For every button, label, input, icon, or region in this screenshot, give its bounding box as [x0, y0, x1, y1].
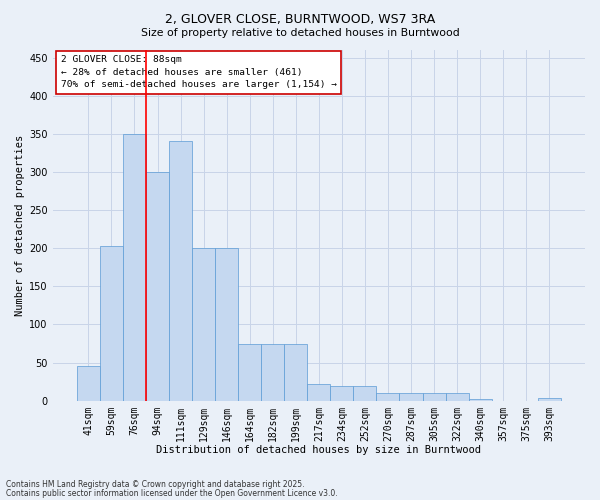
- Bar: [422, 393, 446, 400]
- X-axis label: Distribution of detached houses by size in Burntwood: Distribution of detached houses by size …: [157, 445, 481, 455]
- Bar: [123, 134, 146, 400]
- Y-axis label: Number of detached properties: Number of detached properties: [15, 134, 25, 316]
- Bar: [331, 386, 353, 400]
- Bar: [169, 142, 192, 400]
- Text: 2 GLOVER CLOSE: 88sqm
← 28% of detached houses are smaller (461)
70% of semi-det: 2 GLOVER CLOSE: 88sqm ← 28% of detached …: [61, 56, 337, 90]
- Bar: [284, 344, 307, 400]
- Bar: [400, 393, 422, 400]
- Bar: [446, 393, 469, 400]
- Text: Contains public sector information licensed under the Open Government Licence v3: Contains public sector information licen…: [6, 488, 338, 498]
- Bar: [261, 344, 284, 400]
- Text: 2, GLOVER CLOSE, BURNTWOOD, WS7 3RA: 2, GLOVER CLOSE, BURNTWOOD, WS7 3RA: [165, 12, 435, 26]
- Bar: [238, 344, 261, 400]
- Bar: [215, 248, 238, 400]
- Bar: [538, 398, 561, 400]
- Text: Size of property relative to detached houses in Burntwood: Size of property relative to detached ho…: [140, 28, 460, 38]
- Bar: [353, 386, 376, 400]
- Text: Contains HM Land Registry data © Crown copyright and database right 2025.: Contains HM Land Registry data © Crown c…: [6, 480, 305, 489]
- Bar: [146, 172, 169, 400]
- Bar: [192, 248, 215, 400]
- Bar: [376, 393, 400, 400]
- Bar: [469, 399, 491, 400]
- Bar: [100, 246, 123, 400]
- Bar: [77, 366, 100, 400]
- Bar: [307, 384, 331, 400]
